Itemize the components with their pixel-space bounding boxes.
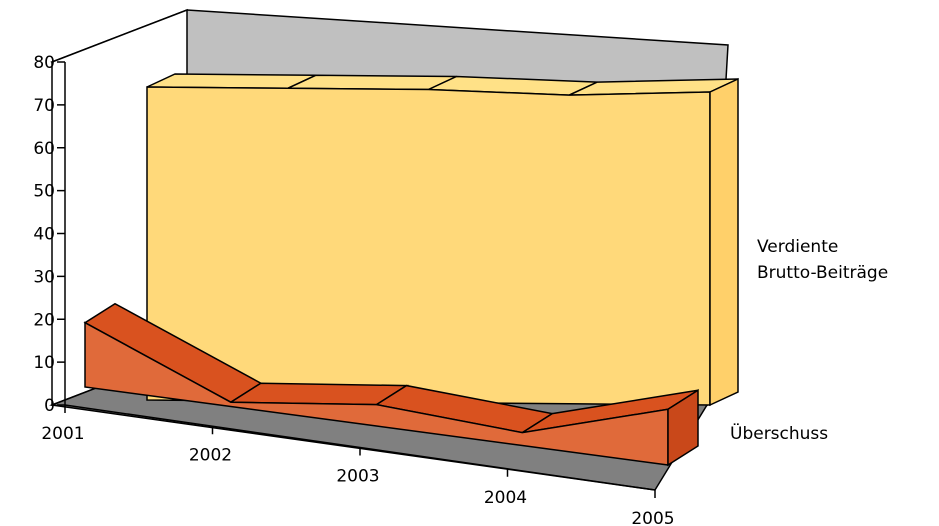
series-side-face (667, 388, 699, 467)
legend: Verdiente Brutto-Beiträge Überschuss (730, 237, 888, 444)
series-top-face (146, 73, 317, 90)
series-side-face (709, 77, 739, 407)
y-tick-label: 20 (33, 310, 55, 330)
series-ribbon (146, 73, 739, 407)
y-axis-ticks: 0 10 20 30 40 50 60 70 80 (33, 53, 65, 416)
y-tick-label: 10 (33, 353, 55, 373)
x-tick-label: 2001 (41, 424, 84, 444)
y-tick-label: 0 (44, 396, 55, 416)
series-top-face (228, 382, 410, 406)
series-layer (83, 73, 739, 467)
x-tick-label: 2004 (484, 488, 527, 508)
y-tick-label: 80 (33, 53, 55, 73)
series-label: Verdiente (757, 237, 838, 257)
series-front-face (146, 86, 711, 406)
series-ribbon (83, 302, 699, 467)
y-tick-label: 30 (33, 267, 55, 287)
y-tick-label: 40 (33, 225, 55, 245)
series-label: Überschuss (730, 422, 828, 444)
y-tick-label: 70 (33, 96, 55, 116)
series-top-face (287, 74, 457, 91)
x-tick-label: 2005 (631, 509, 674, 526)
x-tick-label: 2003 (336, 467, 379, 487)
x-axis-ticks: 2001 2002 2003 2004 2005 (41, 405, 675, 526)
y-tick-label: 50 (33, 182, 55, 202)
series-label: Brutto-Beiträge (757, 263, 888, 283)
x-tick-label: 2002 (189, 445, 232, 465)
y-tick-label: 60 (33, 139, 55, 159)
